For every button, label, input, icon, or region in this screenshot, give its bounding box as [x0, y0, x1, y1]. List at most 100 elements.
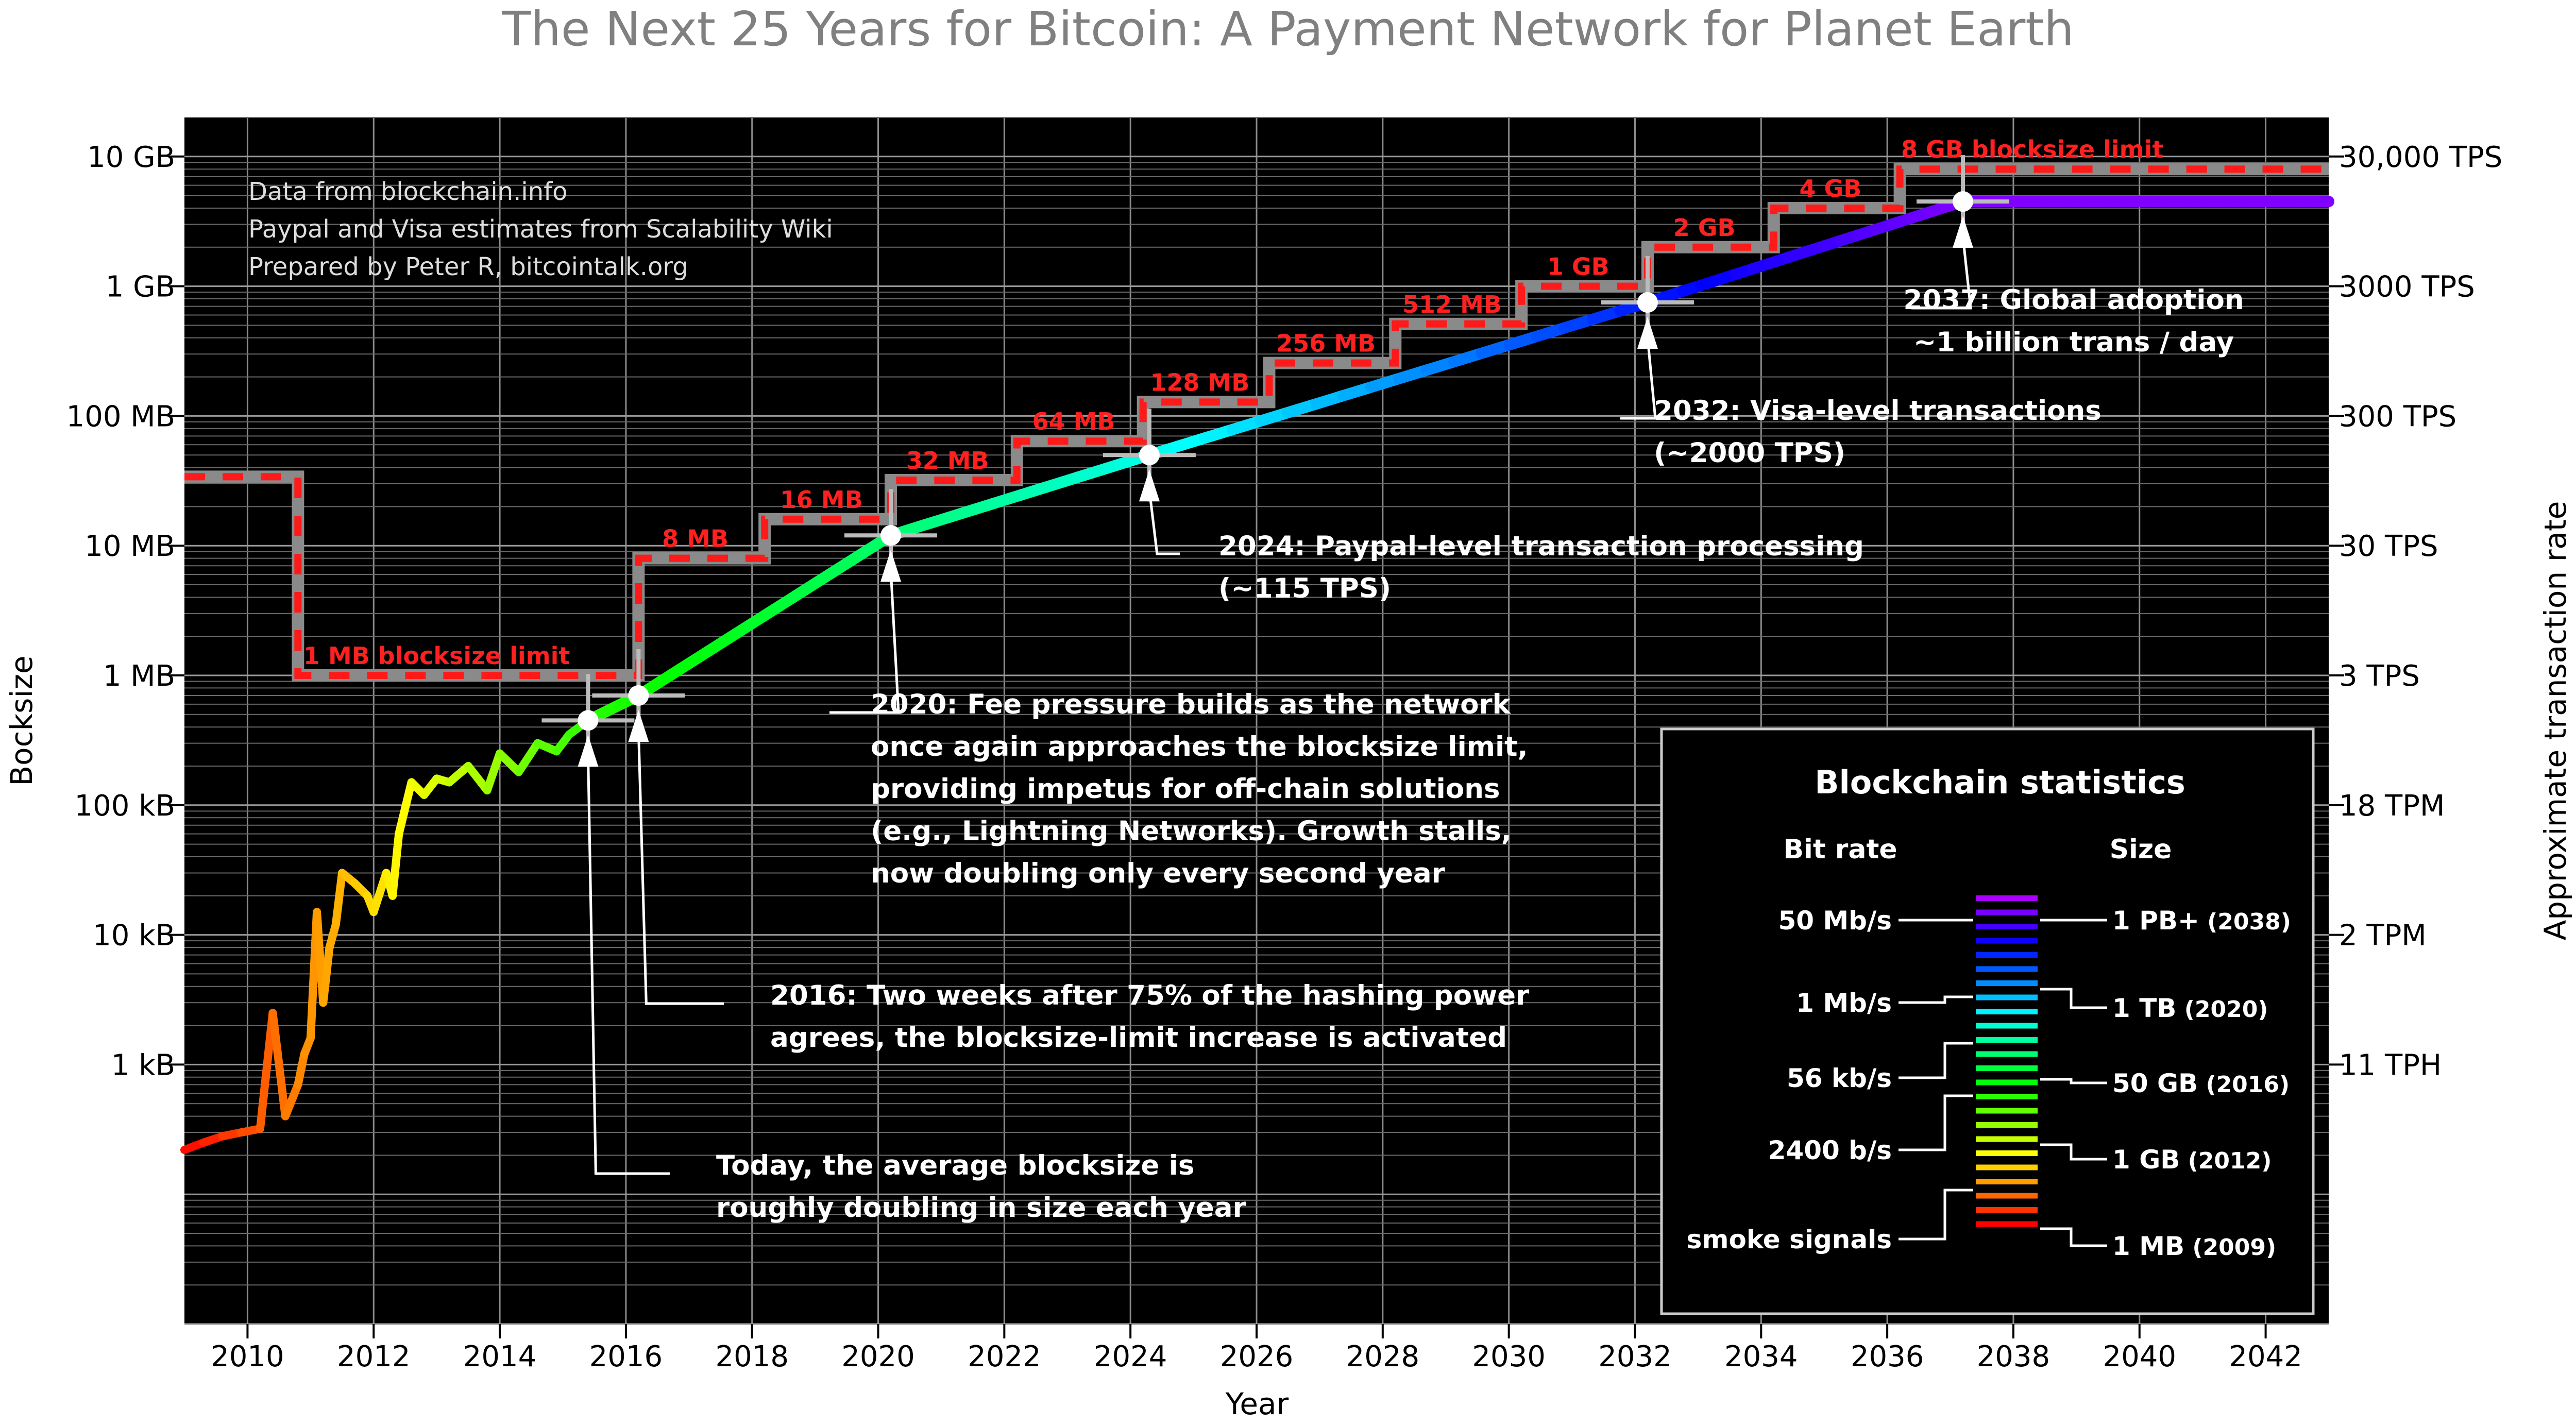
milestone-marker	[628, 685, 649, 706]
stats-color-bar	[1976, 952, 2038, 958]
stats-color-bar	[1976, 1023, 2038, 1029]
historical-segment	[395, 778, 416, 838]
stats-color-bar	[1976, 1207, 2038, 1213]
historical-segment	[331, 869, 347, 929]
historical-segment	[483, 749, 504, 795]
stats-size-value: 1 PB+	[2112, 906, 2199, 936]
milestone-text: 2016: Two weeks after 75% of the hashing…	[770, 980, 1529, 1011]
stats-connector	[2040, 1143, 2107, 1161]
stats-color-bar	[1976, 895, 2038, 901]
milestone-arrowhead	[578, 735, 599, 767]
stats-size-value: 1 MB	[2112, 1231, 2184, 1261]
milestone-marker	[1953, 191, 1974, 212]
stats-color-bar	[1976, 1150, 2038, 1156]
y2-tick-label: 11 TPH	[2339, 1048, 2442, 1082]
limit-label: 128 MB	[1150, 368, 1249, 396]
y-tick-label: 100 MB	[66, 400, 175, 433]
milestone-marker	[880, 525, 902, 546]
y-tick-label: 1 GB	[106, 270, 175, 304]
milestone-leader	[586, 755, 670, 1175]
stats-bit-rate: 56 kb/s	[1787, 1063, 1892, 1093]
stats-color-bar	[1976, 1037, 2038, 1043]
milestone-text: (~2000 TPS)	[1654, 437, 1845, 469]
x-tick-label: 2036	[1851, 1340, 1924, 1373]
milestone-annotations: Today, the average blocksize is roughly d…	[541, 155, 2244, 1224]
source-note: Prepared by Peter R, bitcointalk.org	[248, 252, 688, 281]
milestone-leader	[829, 570, 900, 714]
stats-bit-rate: smoke signals	[1687, 1225, 1892, 1254]
milestone-leader	[637, 730, 724, 1005]
historical-segment	[281, 1080, 302, 1121]
milestone-text: once again approaches the blocksize limi…	[871, 731, 1528, 762]
stats-panel-box	[1660, 727, 2315, 1315]
x-tick-label: 2026	[1220, 1340, 1294, 1373]
stats-size-year: (2016)	[2198, 1072, 2290, 1098]
stats-size: 50 GB (2016)	[2112, 1068, 2290, 1098]
milestone-leader	[1620, 337, 1657, 420]
stats-color-bar	[1976, 980, 2038, 986]
y2-tick-label: 18 TPM	[2339, 789, 2445, 823]
y2-tick-label: 3 TPS	[2339, 659, 2420, 693]
y-axis-label: Bocksize	[4, 655, 39, 786]
x-tick-label: 2040	[2103, 1340, 2177, 1373]
x-tick-label: 2030	[1472, 1340, 1546, 1373]
stats-size: 1 PB+ (2038)	[2112, 906, 2291, 936]
milestone-text: providing impetus for off-chain solution…	[871, 773, 1500, 805]
blocksize-limit-dashes	[184, 165, 2329, 679]
milestone-marker	[578, 710, 599, 731]
stats-color-bar	[1976, 1193, 2038, 1199]
limit-label: 8 GB blocksize limit	[1901, 135, 2163, 163]
y2-axis-label: Approximate transaction rate	[2538, 501, 2573, 941]
historical-segment	[464, 762, 492, 795]
stats-bit-rate: 1 Mb/s	[1796, 988, 1892, 1018]
limit-label: 2 GB	[1673, 214, 1736, 242]
y2-tick-label: 300 TPS	[2339, 400, 2456, 433]
y-tick-label: 1 MB	[103, 659, 175, 693]
historical-segment	[445, 762, 472, 787]
y2-tick-label: 30 TPS	[2339, 530, 2438, 563]
source-notes: Data from blockchain.info Paypal and Visa…	[248, 177, 833, 281]
stats-size-value: 1 TB	[2112, 993, 2176, 1023]
limit-label: 8 MB	[662, 525, 728, 553]
stats-color-bar	[1976, 1079, 2038, 1085]
stats-color-bar	[1976, 1221, 2038, 1227]
x-tick-label: 2020	[841, 1340, 915, 1373]
y-tick-label: 10 MB	[84, 530, 175, 563]
chart-title: The Next 25 Years for Bitcoin: A Payment…	[501, 2, 2074, 57]
stats-title: Blockchain statistics	[1815, 764, 2185, 801]
milestone-text: now doubling only every second year	[871, 858, 1445, 889]
stats-connector	[1899, 995, 1973, 1004]
stats-bit-rate: 2400 b/s	[1768, 1135, 1892, 1165]
milestone-arrowhead	[1139, 469, 1160, 502]
limit-label: 1 MB blocksize limit	[303, 642, 570, 670]
limit-label: 64 MB	[1032, 408, 1115, 435]
milestone-text: ~1 billion trans / day	[1913, 327, 2234, 358]
limit-label: 256 MB	[1276, 330, 1376, 358]
x-axis-label: Year	[1225, 1386, 1289, 1421]
blocksize-limit-series	[184, 163, 2329, 682]
x-tick-label: 2014	[463, 1340, 537, 1373]
stats-color-bar	[1976, 909, 2038, 915]
stats-color-bar	[1976, 1009, 2038, 1014]
milestone-arrowhead	[1953, 216, 1974, 248]
x-tick-label: 2028	[1346, 1340, 1420, 1373]
historical-segment	[388, 829, 403, 900]
historical-segment	[256, 1009, 277, 1133]
historical-segment	[496, 749, 523, 776]
stats-color-bar	[1976, 1108, 2038, 1114]
stats-size-value: 50 GB	[2112, 1068, 2198, 1098]
x-tick-label: 2024	[1094, 1340, 1167, 1373]
stats-size-year: (2020)	[2176, 996, 2268, 1023]
milestone-arrowhead	[1637, 317, 1658, 349]
x-tick-label: 2032	[1598, 1340, 1672, 1373]
x-tick-label: 2016	[589, 1340, 663, 1373]
stats-color-bar	[1976, 1122, 2038, 1128]
milestone-marker	[1637, 292, 1658, 313]
stats-bit-rate-header: Bit rate	[1783, 834, 1897, 865]
stats-size-year: (2009)	[2184, 1234, 2276, 1261]
limit-label: 512 MB	[1402, 291, 1502, 318]
blockchain-statistics-panel: Blockchain statistics Bit rate Size 50 Mb/s…	[1660, 727, 2315, 1315]
milestone-text: 2020: Fee pressure builds as the network	[871, 689, 1512, 720]
milestone-arrowhead	[628, 710, 649, 742]
milestone-marker	[1139, 445, 1160, 466]
